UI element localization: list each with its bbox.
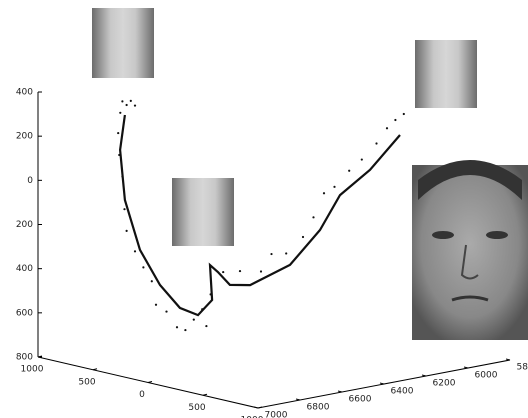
curve <box>120 115 400 315</box>
z-tick-label: 600 <box>16 308 33 318</box>
point <box>118 154 120 156</box>
point <box>375 142 377 144</box>
point <box>130 100 132 102</box>
chart: 4002000200400600800100050005001000700068… <box>0 0 528 418</box>
face-photo <box>412 160 528 340</box>
x-tick-label: 0 <box>139 390 145 400</box>
point <box>134 250 136 252</box>
point <box>165 310 167 312</box>
x-tick-label: 500 <box>188 403 205 413</box>
y-tick <box>422 375 426 376</box>
point <box>155 304 157 306</box>
x-tick <box>203 394 207 395</box>
y-tick-label: 6400 <box>391 387 414 397</box>
point <box>184 329 186 331</box>
x-tick-label: 500 <box>78 377 95 387</box>
point <box>222 271 224 273</box>
point <box>193 319 195 321</box>
page: {"chart_data": {"type": "scatter3d", "xl… <box>0 0 528 418</box>
point <box>119 112 121 114</box>
y-tick-label: 6800 <box>307 403 330 413</box>
point <box>312 216 314 218</box>
z-tick-label: 0 <box>27 176 33 186</box>
point <box>270 253 272 255</box>
point <box>302 236 304 238</box>
point <box>117 132 119 134</box>
z-tick-label: 400 <box>16 264 33 274</box>
thumbnail <box>92 8 154 78</box>
x-tick <box>93 369 97 370</box>
x-tick <box>148 382 152 383</box>
z-tick-label: 200 <box>16 220 33 230</box>
point <box>394 119 396 121</box>
point <box>361 158 363 160</box>
y-tick-label: 5800 <box>517 363 528 373</box>
y-tick <box>296 399 300 400</box>
point <box>333 186 335 188</box>
point <box>142 266 144 268</box>
point <box>151 280 153 282</box>
point <box>123 208 125 210</box>
point <box>285 252 287 254</box>
y-tick <box>380 383 384 384</box>
y-tick-label: 6600 <box>349 395 372 405</box>
y-tick-label: 6200 <box>433 379 456 389</box>
x-tick-label: 1000 <box>21 365 44 375</box>
point <box>126 230 128 232</box>
point <box>210 293 212 295</box>
point <box>386 127 388 129</box>
y-tick <box>338 391 342 392</box>
point <box>134 104 136 106</box>
z-tick-label: 400 <box>16 88 33 98</box>
point <box>121 175 123 177</box>
thumbnail <box>415 40 477 108</box>
point <box>323 192 325 194</box>
y-tick-label: 7000 <box>265 411 288 418</box>
point <box>205 325 207 327</box>
y-tick-label: 6000 <box>475 371 498 381</box>
point <box>403 113 405 115</box>
z-tick-label: 800 <box>16 353 33 363</box>
point <box>176 326 178 328</box>
point <box>260 270 262 272</box>
point <box>239 270 241 272</box>
thumbnail <box>172 178 234 246</box>
point <box>121 100 123 102</box>
y-tick <box>254 407 258 408</box>
y-tick <box>506 359 510 360</box>
point <box>126 104 128 106</box>
y-tick <box>464 367 468 368</box>
z-tick-label: 200 <box>16 132 33 142</box>
point <box>348 170 350 172</box>
point <box>201 308 203 310</box>
